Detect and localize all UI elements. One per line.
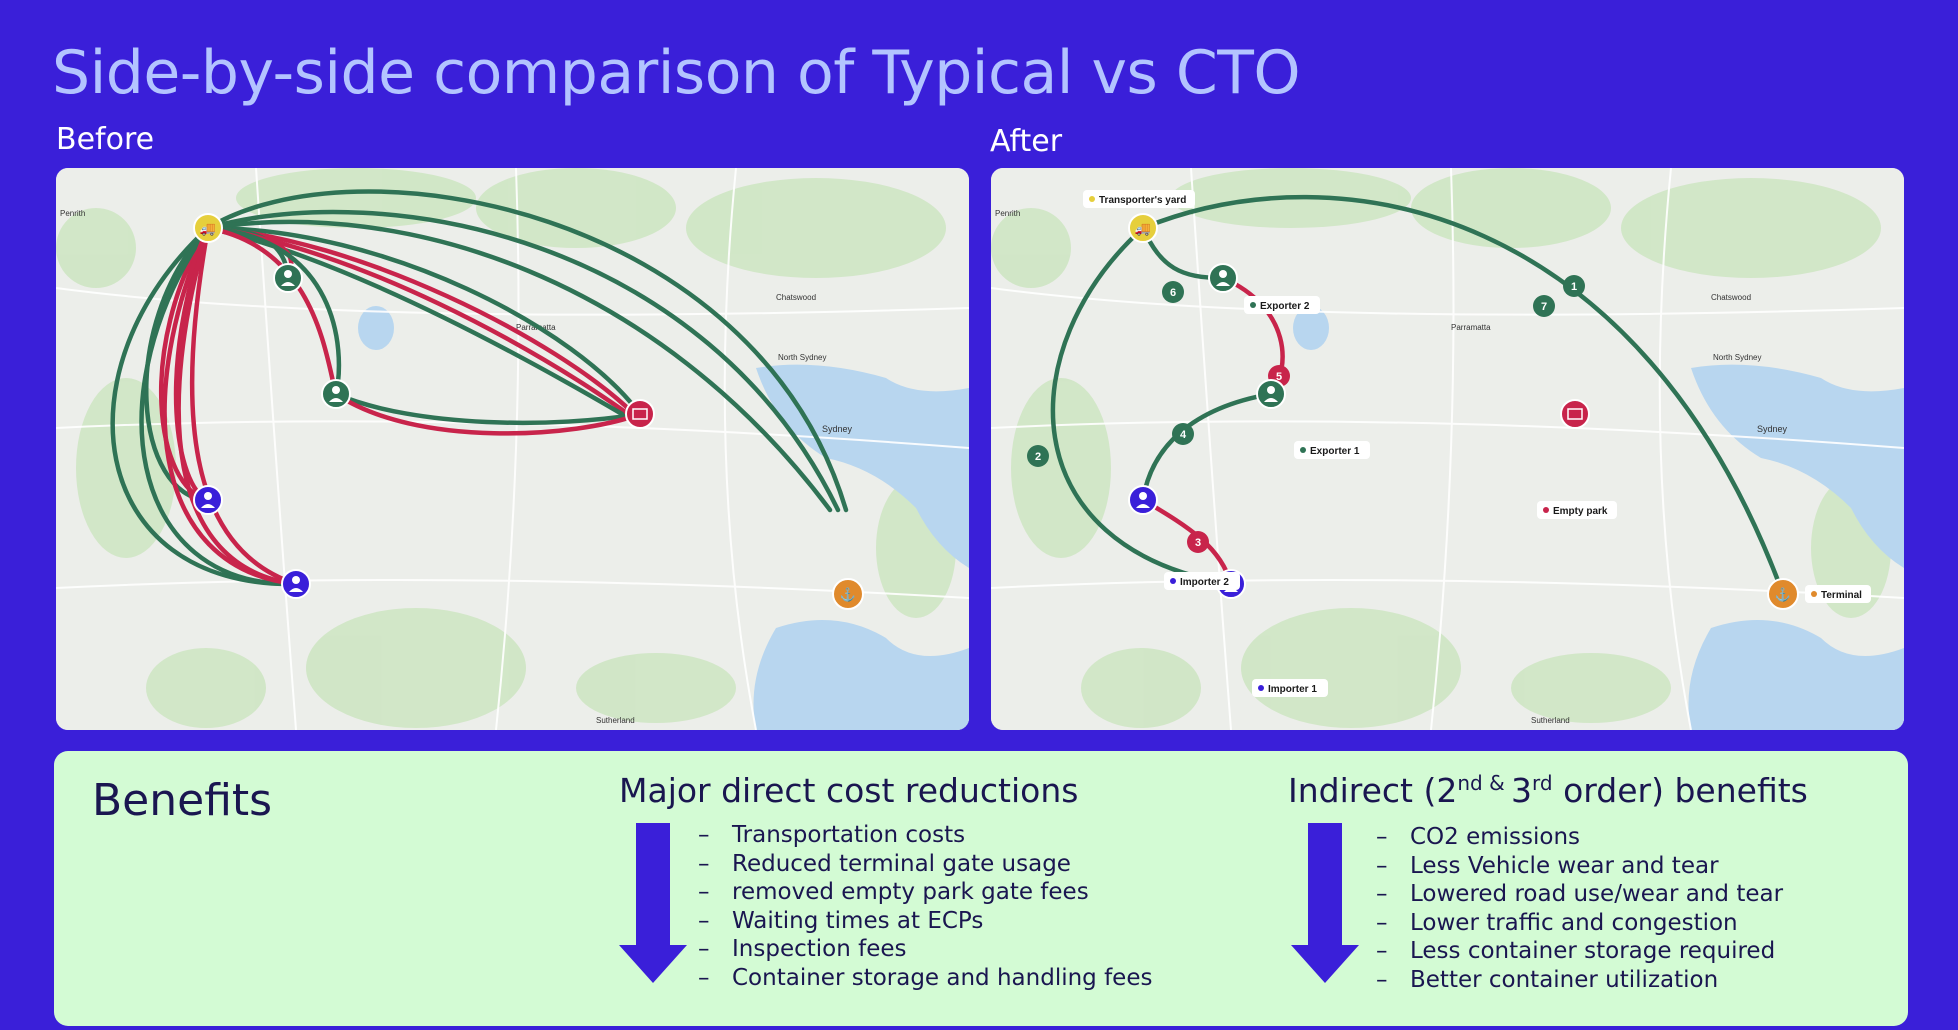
list-item: – Better container utilization bbox=[1376, 966, 1719, 993]
label-exporter1: Exporter 1 bbox=[1294, 441, 1370, 459]
page-title: Side-by-side comparison of Typical vs CT… bbox=[52, 38, 1301, 108]
svg-text:Exporter 1: Exporter 1 bbox=[1310, 446, 1360, 457]
step-badge-1: 1 bbox=[1563, 275, 1585, 297]
place-sutherland: Sutherland bbox=[1531, 716, 1570, 725]
label-importer2: Importer 2 bbox=[1164, 572, 1240, 590]
before-label: Before bbox=[56, 122, 155, 157]
svg-text:1: 1 bbox=[1571, 281, 1577, 293]
before-exporter-marker bbox=[273, 263, 303, 293]
svg-text:Terminal: Terminal bbox=[1821, 590, 1862, 601]
svg-text:Empty park: Empty park bbox=[1553, 506, 1608, 517]
svg-text:🚚: 🚚 bbox=[200, 221, 216, 236]
after-transporter-marker: 🚚 bbox=[1128, 213, 1158, 243]
after-terminal-marker: ⚓ bbox=[1767, 578, 1799, 610]
svg-text:5: 5 bbox=[1276, 371, 1282, 383]
svg-text:⚓: ⚓ bbox=[1775, 587, 1791, 602]
label-terminal: Terminal bbox=[1805, 585, 1871, 603]
svg-text:Exporter 2: Exporter 2 bbox=[1260, 301, 1310, 312]
after-exporter1-marker bbox=[1256, 379, 1286, 409]
list-item: – CO2 emissions bbox=[1376, 824, 1581, 850]
svg-text:7: 7 bbox=[1541, 301, 1547, 313]
svg-text:Importer 2: Importer 2 bbox=[1180, 577, 1229, 588]
list-item: – Transportation costs bbox=[698, 822, 966, 848]
indirect-down-arrow-icon bbox=[1291, 823, 1359, 983]
direct-benefits-list: – Transportation costs – Reduced terminal … bbox=[698, 821, 1152, 993]
svg-text:Transporter's yard: Transporter's yard bbox=[1099, 195, 1186, 206]
after-importer2-marker bbox=[1128, 485, 1158, 515]
direct-down-arrow-icon bbox=[619, 823, 687, 983]
place-chatswood: Chatswood bbox=[1711, 293, 1751, 302]
place-penrith: Penrith bbox=[995, 209, 1020, 218]
after-label: After bbox=[990, 124, 1063, 159]
before-map: Penrith Parramatta Sydney Sutherland Cha… bbox=[56, 168, 969, 730]
list-item: – Waiting times at ECPs bbox=[698, 907, 984, 934]
list-item: – Lowered road use/wear and tear bbox=[1376, 881, 1784, 908]
list-item: – Container storage and handling fees bbox=[698, 964, 1153, 991]
place-penrith: Penrith bbox=[60, 209, 85, 218]
svg-text:6: 6 bbox=[1170, 287, 1176, 299]
step-badge-6: 6 bbox=[1162, 281, 1184, 303]
place-chatswood: Chatswood bbox=[776, 293, 816, 302]
list-item: – removed empty park gate fees bbox=[698, 879, 1089, 906]
benefits-panel: Benefits Major direct cost reductions – T… bbox=[54, 751, 1908, 1026]
before-importer-marker bbox=[281, 569, 311, 599]
before-exporter-marker bbox=[321, 379, 351, 409]
label-importer1: Importer 1 bbox=[1252, 679, 1328, 697]
after-empty-park-marker bbox=[1560, 399, 1590, 429]
step-badge-3: 3 bbox=[1187, 531, 1209, 553]
label-empty-park: Empty park bbox=[1537, 501, 1617, 519]
after-map: Penrith Parramatta Sydney Sutherland Cha… bbox=[991, 168, 1904, 730]
after-exporter2-marker bbox=[1208, 263, 1238, 293]
svg-text:Importer 1: Importer 1 bbox=[1268, 684, 1317, 695]
list-item: – Reduced terminal gate usage bbox=[698, 850, 1071, 877]
list-item: – Lower traffic and congestion bbox=[1376, 909, 1738, 936]
place-sydney: Sydney bbox=[1757, 424, 1788, 434]
list-item: – Less Vehicle wear and tear bbox=[1376, 852, 1719, 879]
before-importer-marker bbox=[193, 485, 223, 515]
list-item: – Less container storage required bbox=[1376, 938, 1776, 965]
place-north-sydney: North Sydney bbox=[778, 353, 826, 362]
step-badge-4: 4 bbox=[1172, 423, 1194, 445]
direct-benefits-heading: Major direct cost reductions bbox=[619, 771, 1079, 810]
indirect-benefits-heading: Indirect (2nd & 3rd order) benefits bbox=[1288, 771, 1808, 810]
indirect-benefits-list: – CO2 emissions – Less Vehicle wear and te… bbox=[1376, 823, 1783, 995]
place-sutherland: Sutherland bbox=[596, 716, 635, 725]
before-terminal-marker: ⚓ bbox=[832, 578, 864, 610]
place-north-sydney: North Sydney bbox=[1713, 353, 1761, 362]
benefits-title: Benefits bbox=[92, 775, 273, 826]
svg-text:4: 4 bbox=[1180, 429, 1187, 441]
step-badge-7: 7 bbox=[1533, 295, 1555, 317]
place-parramatta: Parramatta bbox=[1451, 323, 1491, 332]
svg-text:⚓: ⚓ bbox=[840, 587, 856, 602]
before-empty-park-marker bbox=[625, 399, 655, 429]
list-item: – Inspection fees bbox=[698, 936, 907, 963]
svg-text:2: 2 bbox=[1035, 451, 1041, 463]
label-exporter2: Exporter 2 bbox=[1244, 296, 1320, 314]
svg-text:🚚: 🚚 bbox=[1135, 221, 1151, 236]
before-transporter-marker: 🚚 bbox=[193, 213, 223, 243]
step-badge-2: 2 bbox=[1027, 445, 1049, 467]
label-transporters-yard: Transporter's yard bbox=[1083, 190, 1195, 208]
svg-text:3: 3 bbox=[1195, 537, 1201, 549]
place-sydney: Sydney bbox=[822, 424, 853, 434]
